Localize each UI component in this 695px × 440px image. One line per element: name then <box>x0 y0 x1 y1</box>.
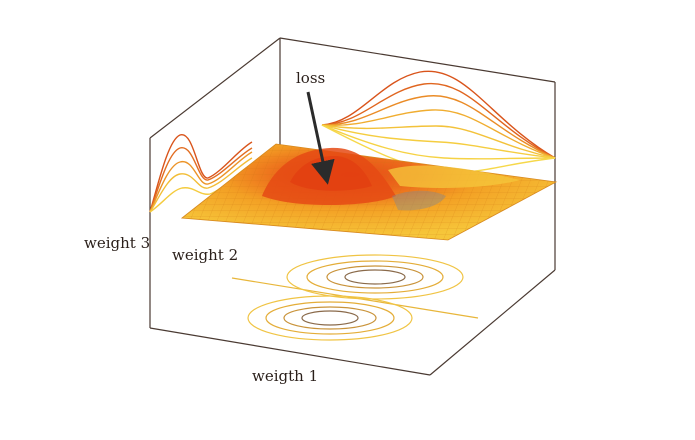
surface-shadow-region <box>392 190 446 211</box>
weight-1-axis-label: weigth 1 <box>252 367 318 385</box>
contour-lower-3 <box>283 306 377 330</box>
weight-3-axis-label: weight 3 <box>84 234 150 252</box>
box-edge-left-top <box>149 37 281 139</box>
right-wall-projection <box>321 70 556 173</box>
left-projection-curve-4 <box>149 157 253 213</box>
right-projection-curve-2 <box>321 82 556 159</box>
left-projection-curve-1 <box>149 134 253 213</box>
right-projection-curve-6 <box>321 124 556 159</box>
loss-arrow-shaft <box>306 91 335 185</box>
left-projection-curve-2 <box>149 147 253 213</box>
axes-box <box>149 37 556 376</box>
box-edge-back-top <box>279 37 556 83</box>
right-projection-curve-3 <box>321 95 556 159</box>
right-projection-curve-7 <box>321 124 556 160</box>
loss-label: loss <box>296 69 325 87</box>
contour-upper-4 <box>344 269 406 285</box>
floor-contour-projection <box>231 254 479 341</box>
right-projection-curve-1 <box>321 70 556 159</box>
contour-upper-3 <box>326 265 424 289</box>
left-projection-curve-3 <box>149 151 253 213</box>
weight-2-axis-label: weight 2 <box>172 246 238 264</box>
surface-rear-plateau <box>388 165 520 188</box>
contour-lower-4 <box>301 310 359 326</box>
right-projection-curve-5 <box>321 124 556 159</box>
contour-lower-1 <box>247 295 413 341</box>
box-edge-right-bottom <box>429 269 556 376</box>
right-projection-curve-4 <box>321 109 556 159</box>
contour-lower-2 <box>265 301 395 335</box>
contour-upper-2 <box>306 260 444 294</box>
loss-arrow <box>306 91 335 185</box>
box-edge-front-bottom <box>149 327 431 376</box>
